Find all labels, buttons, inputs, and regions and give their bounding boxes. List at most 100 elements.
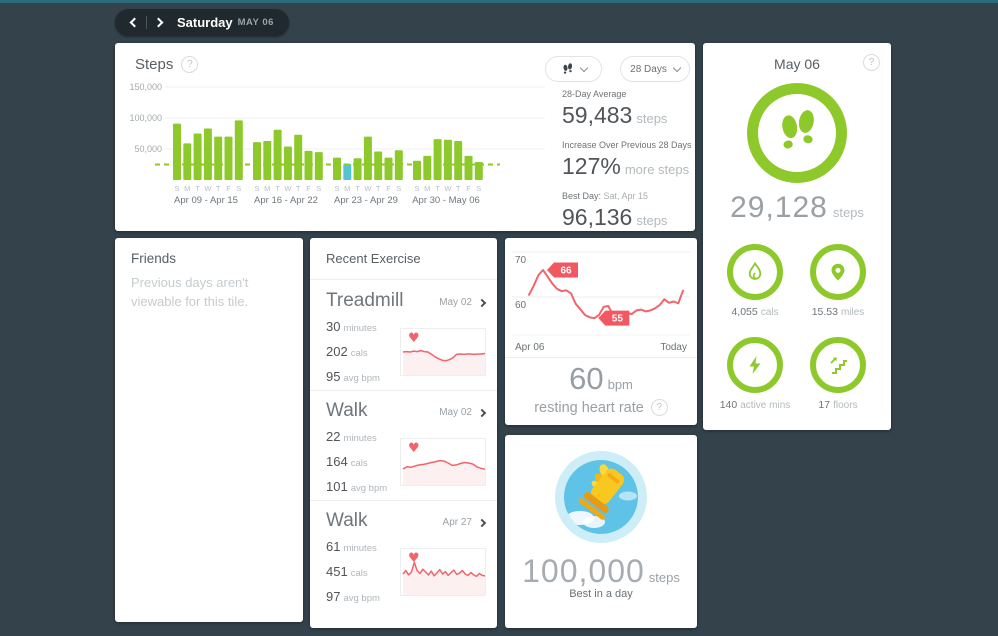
selected-day-label: Saturday bbox=[177, 15, 233, 30]
exercise-stats: 30 minutes 202 cals 95 avg bpm bbox=[326, 319, 380, 384]
svg-text:T: T bbox=[355, 184, 360, 193]
footsteps-icon bbox=[782, 110, 814, 149]
winged-shoe-badge-icon bbox=[566, 464, 637, 528]
svg-text:50,000: 50,000 bbox=[134, 144, 162, 154]
svg-text:W: W bbox=[284, 184, 292, 193]
svg-text:W: W bbox=[444, 184, 452, 193]
badge-art bbox=[564, 460, 638, 534]
floors-metric: 17 floors bbox=[818, 399, 858, 411]
day-summary-title: May 06 bbox=[774, 56, 820, 72]
svg-text:Apr 06: Apr 06 bbox=[515, 342, 545, 353]
metric-dropdown[interactable] bbox=[545, 56, 602, 82]
range-dropdown[interactable]: 28 Days bbox=[620, 56, 690, 82]
heart-rate-mini-chart bbox=[400, 548, 486, 596]
selected-date-label: MAY 06 bbox=[237, 17, 274, 28]
distance-metric: 15.53 miles bbox=[811, 306, 865, 318]
steps-goal-ring bbox=[747, 83, 847, 183]
svg-text:F: F bbox=[466, 184, 471, 193]
exercise-entry-walk-2[interactable]: Walk Apr 27 61 minutes 451 cals 97 avg bpm … bbox=[310, 504, 497, 608]
exercise-date: May 02 bbox=[439, 407, 472, 418]
divider bbox=[505, 357, 697, 358]
divider bbox=[146, 16, 147, 29]
svg-text:Apr 16 - Apr 22: Apr 16 - Apr 22 bbox=[254, 195, 318, 206]
exercise-stats: 61 minutes 451 cals 97 avg bpm bbox=[326, 539, 380, 604]
heart-icon: ♥ bbox=[408, 331, 420, 346]
svg-text:70: 70 bbox=[515, 255, 527, 266]
svg-text:S: S bbox=[476, 184, 481, 193]
svg-text:T: T bbox=[296, 184, 301, 193]
svg-text:T: T bbox=[435, 184, 440, 193]
badge-caption: Best in a day bbox=[569, 588, 633, 600]
svg-text:S: S bbox=[174, 184, 179, 193]
floors-ring bbox=[810, 337, 866, 393]
friends-title: Friends bbox=[131, 251, 177, 266]
resting-heart-rate-caption: resting heart rate ? bbox=[505, 399, 697, 416]
day-steps-total: 29,128 steps bbox=[730, 191, 864, 224]
svg-text:F: F bbox=[386, 184, 391, 193]
chevron-right-icon[interactable] bbox=[477, 298, 487, 307]
resting-heart-rate-value: 60 bpm bbox=[569, 361, 633, 396]
top-accent-bar bbox=[0, 0, 998, 3]
svg-text:66: 66 bbox=[560, 266, 572, 277]
exercise-name: Walk bbox=[326, 400, 368, 421]
svg-text:F: F bbox=[226, 184, 231, 193]
lightning-bolt-icon bbox=[749, 356, 761, 374]
svg-text:T: T bbox=[195, 184, 200, 193]
stat-increase: Increase Over Previous 28 Days 127% more … bbox=[562, 140, 692, 179]
heart-rate-mini-chart bbox=[400, 328, 486, 376]
calories-ring bbox=[727, 244, 783, 300]
exercise-date: May 02 bbox=[439, 297, 472, 308]
svg-text:F: F bbox=[306, 184, 311, 193]
svg-text:100,000: 100,000 bbox=[129, 113, 162, 123]
flame-icon bbox=[748, 261, 762, 280]
chevron-left-icon bbox=[129, 17, 140, 28]
previous-day-button[interactable] bbox=[124, 13, 142, 33]
svg-text:Apr 09 - Apr 15: Apr 09 - Apr 15 bbox=[174, 195, 238, 206]
divider bbox=[310, 279, 497, 280]
svg-text:Apr 30 - May 06: Apr 30 - May 06 bbox=[412, 195, 480, 206]
chevron-right-icon[interactable] bbox=[477, 518, 487, 527]
exercise-entry-walk-1[interactable]: Walk May 02 22 minutes 164 cals 101 avg bpm… bbox=[310, 394, 497, 498]
svg-text:S: S bbox=[236, 184, 241, 193]
svg-text:Today: Today bbox=[660, 342, 687, 353]
svg-text:55: 55 bbox=[612, 314, 624, 325]
svg-text:W: W bbox=[204, 184, 212, 193]
divider bbox=[310, 500, 497, 501]
exercise-name: Treadmill bbox=[326, 290, 404, 311]
question-icon[interactable]: ? bbox=[650, 399, 668, 416]
steps-stats-column: 28-Day Average 59,483 steps Increase Over… bbox=[562, 89, 692, 242]
svg-text:S: S bbox=[414, 184, 419, 193]
svg-text:60: 60 bbox=[515, 300, 527, 311]
svg-text:M: M bbox=[424, 184, 430, 193]
exercise-entry-treadmill[interactable]: Treadmill May 02 30 minutes 202 cals 95 avg… bbox=[310, 284, 497, 388]
svg-text:M: M bbox=[264, 184, 270, 193]
heart-rate-mini-chart bbox=[400, 438, 486, 486]
svg-text:W: W bbox=[364, 184, 372, 193]
calories-metric: 4,055 cals bbox=[731, 306, 779, 318]
question-icon[interactable]: ? bbox=[863, 54, 880, 71]
svg-text:S: S bbox=[316, 184, 321, 193]
distance-ring bbox=[810, 244, 866, 300]
svg-text:T: T bbox=[275, 184, 280, 193]
steps-panel-title: Steps ? bbox=[135, 56, 199, 73]
friends-message: Previous days aren't viewable for this t… bbox=[131, 275, 249, 309]
footsteps-icon bbox=[563, 62, 572, 74]
question-icon[interactable]: ? bbox=[181, 56, 199, 73]
location-pin-icon bbox=[831, 263, 845, 281]
svg-text:S: S bbox=[254, 184, 259, 193]
svg-text:T: T bbox=[216, 184, 221, 193]
stat-28day-average: 28-Day Average 59,483 steps bbox=[562, 89, 668, 128]
stairs-icon bbox=[830, 357, 847, 374]
svg-text:M: M bbox=[184, 184, 190, 193]
exercise-date: Apr 27 bbox=[442, 517, 472, 528]
next-day-button[interactable] bbox=[151, 13, 169, 33]
chevron-right-icon[interactable] bbox=[477, 408, 487, 417]
chevron-down-icon bbox=[579, 63, 588, 72]
resting-heart-rate-chart[interactable]: 70 60 66 55 Apr 06 Today bbox=[505, 238, 697, 357]
chevron-right-icon bbox=[153, 17, 164, 28]
heart-rate-tile: 70 60 66 55 Apr 06 Today 60 bpm resting heart … bbox=[505, 238, 697, 425]
svg-text:Apr 23 - Apr 29: Apr 23 - Apr 29 bbox=[334, 195, 398, 206]
recent-exercise-title: Recent Exercise bbox=[326, 251, 421, 266]
